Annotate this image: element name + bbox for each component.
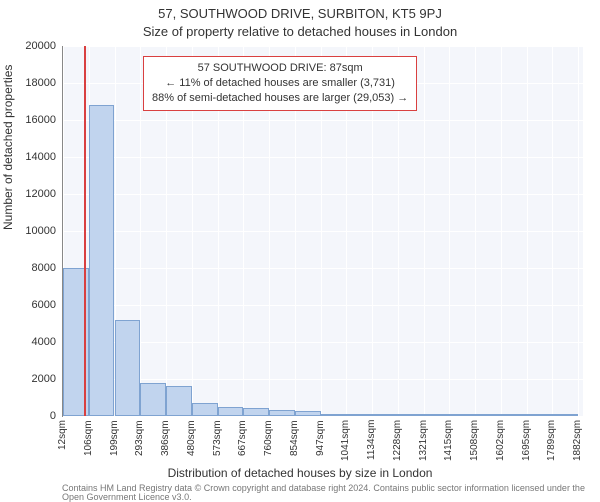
histogram-bar bbox=[424, 414, 450, 416]
x-tick-label: 1321sqm bbox=[418, 420, 429, 466]
x-tick-label: 667sqm bbox=[237, 420, 248, 466]
gridline-v bbox=[578, 46, 579, 416]
gridline-h bbox=[63, 416, 583, 417]
y-tick-label: 12000 bbox=[8, 188, 56, 200]
histogram-bar bbox=[527, 414, 553, 416]
gridline-v bbox=[475, 46, 476, 416]
annotation-line1: 57 SOUTHWOOD DRIVE: 87sqm bbox=[152, 61, 408, 76]
chart-plot-area: 57 SOUTHWOOD DRIVE: 87sqm ← 11% of detac… bbox=[62, 46, 583, 417]
histogram-bar bbox=[192, 403, 218, 416]
page-title-line1: 57, SOUTHWOOD DRIVE, SURBITON, KT5 9PJ bbox=[0, 6, 600, 21]
y-tick-label: 18000 bbox=[8, 77, 56, 89]
y-tick-label: 4000 bbox=[8, 336, 56, 348]
histogram-bar bbox=[89, 105, 115, 416]
gridline-v bbox=[449, 46, 450, 416]
x-tick-label: 199sqm bbox=[109, 420, 120, 466]
y-tick-label: 14000 bbox=[8, 151, 56, 163]
x-tick-label: 293sqm bbox=[134, 420, 145, 466]
y-tick-label: 8000 bbox=[8, 262, 56, 274]
annotation-line3: 88% of semi-detached houses are larger (… bbox=[152, 91, 408, 106]
x-tick-label: 1228sqm bbox=[392, 420, 403, 466]
page-title-line2: Size of property relative to detached ho… bbox=[0, 24, 600, 39]
histogram-bar bbox=[346, 414, 372, 416]
x-tick-label: 1041sqm bbox=[340, 420, 351, 466]
histogram-bar bbox=[295, 411, 321, 416]
property-marker-line bbox=[84, 46, 86, 416]
annotation-line2: ← 11% of detached houses are smaller (3,… bbox=[152, 76, 408, 91]
y-tick-label: 10000 bbox=[8, 225, 56, 237]
y-tick-label: 20000 bbox=[8, 40, 56, 52]
x-tick-label: 1415sqm bbox=[443, 420, 454, 466]
x-tick-label: 760sqm bbox=[263, 420, 274, 466]
y-axis-title: Number of detached properties bbox=[1, 65, 15, 230]
x-tick-label: 854sqm bbox=[289, 420, 300, 466]
histogram-bar bbox=[372, 414, 398, 416]
histogram-bar bbox=[243, 408, 269, 416]
x-tick-label: 1695sqm bbox=[521, 420, 532, 466]
histogram-bar bbox=[398, 414, 424, 416]
x-tick-label: 1508sqm bbox=[469, 420, 480, 466]
gridline-v bbox=[501, 46, 502, 416]
histogram-bar bbox=[140, 383, 166, 416]
x-tick-label: 12sqm bbox=[57, 420, 68, 466]
y-tick-label: 6000 bbox=[8, 299, 56, 311]
gridline-v bbox=[552, 46, 553, 416]
y-tick-label: 2000 bbox=[8, 373, 56, 385]
x-tick-label: 1882sqm bbox=[572, 420, 583, 466]
x-tick-label: 1602sqm bbox=[495, 420, 506, 466]
x-tick-label: 106sqm bbox=[83, 420, 94, 466]
x-tick-label: 1134sqm bbox=[366, 420, 377, 466]
histogram-bar bbox=[166, 386, 192, 416]
x-tick-label: 386sqm bbox=[160, 420, 171, 466]
histogram-bar bbox=[552, 414, 578, 416]
x-tick-label: 947sqm bbox=[315, 420, 326, 466]
histogram-bar bbox=[269, 410, 295, 416]
histogram-bar bbox=[501, 414, 527, 416]
histogram-bar bbox=[321, 414, 347, 416]
y-tick-label: 0 bbox=[8, 410, 56, 422]
histogram-bar bbox=[449, 414, 475, 416]
histogram-bar bbox=[475, 414, 501, 416]
histogram-bar bbox=[218, 407, 244, 416]
y-tick-label: 16000 bbox=[8, 114, 56, 126]
annotation-box: 57 SOUTHWOOD DRIVE: 87sqm ← 11% of detac… bbox=[143, 56, 417, 111]
x-axis-title: Distribution of detached houses by size … bbox=[0, 466, 600, 480]
x-tick-label: 573sqm bbox=[212, 420, 223, 466]
histogram-bar bbox=[115, 320, 141, 416]
gridline-v bbox=[140, 46, 141, 416]
x-tick-label: 480sqm bbox=[186, 420, 197, 466]
gridline-v bbox=[527, 46, 528, 416]
footer-attribution: Contains HM Land Registry data © Crown c… bbox=[62, 484, 600, 502]
x-tick-label: 1789sqm bbox=[546, 420, 557, 466]
gridline-v bbox=[424, 46, 425, 416]
